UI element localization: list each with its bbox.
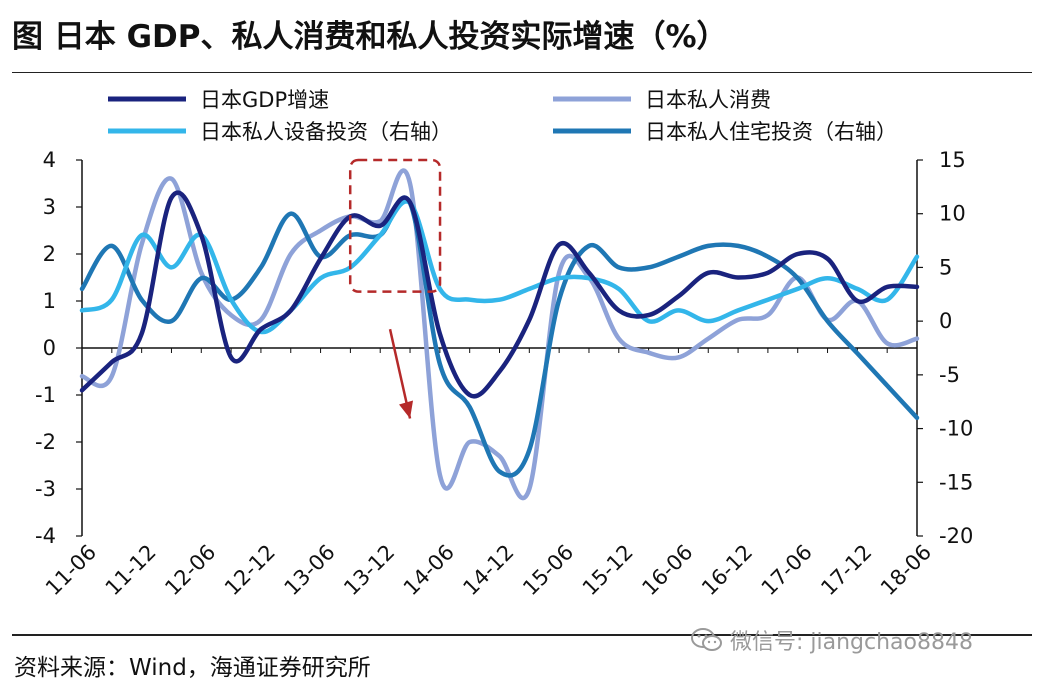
right-tick-label: -20 xyxy=(939,524,973,548)
left-tick-label: 0 xyxy=(43,336,56,360)
legend-label-1: 日本私人消费 xyxy=(645,88,771,112)
x-tick-label: 16-06 xyxy=(637,540,697,600)
x-tick-label: 12-06 xyxy=(160,540,220,600)
x-tick-label: 16-12 xyxy=(697,540,757,600)
x-tick-label: 14-06 xyxy=(399,540,459,600)
x-tick-label: 11-06 xyxy=(41,540,101,600)
right-tick-label: -5 xyxy=(939,363,960,387)
left-tick-label: 1 xyxy=(43,289,56,313)
chart-series xyxy=(79,168,920,501)
watermark-text: 微信号: jiangchao8848 xyxy=(730,630,973,655)
right-tick-label: 0 xyxy=(939,309,952,333)
left-tick-label: -2 xyxy=(35,430,56,454)
x-tick-label: 14-12 xyxy=(458,540,518,600)
source-divider xyxy=(12,634,1032,636)
series-line-0 xyxy=(79,190,920,399)
watermark: 微信号: jiangchao8848 xyxy=(690,622,973,658)
left-tick-label: 3 xyxy=(43,195,56,219)
left-tick-label: -4 xyxy=(35,524,56,548)
right-tick-label: 15 xyxy=(939,148,966,172)
x-tick-label: 17-06 xyxy=(757,540,817,600)
x-tick-label: 13-12 xyxy=(339,540,399,600)
x-tick-label: 12-12 xyxy=(220,540,280,600)
right-tick-label: -15 xyxy=(939,470,973,494)
series-line-2 xyxy=(79,199,920,335)
legend-label-0: 日本GDP增速 xyxy=(200,88,329,112)
page-title: 图 日本 GDP、私人消费和私人投资实际增速（%） xyxy=(12,19,728,55)
left-tick-label: 4 xyxy=(43,148,56,172)
left-tick-label: 2 xyxy=(43,242,56,266)
chart-annotations xyxy=(348,158,442,419)
x-tick-label: 15-12 xyxy=(578,540,638,600)
x-tick-label: 17-12 xyxy=(816,540,876,600)
title-divider xyxy=(12,72,1032,73)
wechat-icon xyxy=(691,628,722,651)
right-tick-label: 5 xyxy=(939,255,952,279)
left-tick-label: -3 xyxy=(35,477,56,501)
x-tick-label: 15-06 xyxy=(518,540,578,600)
x-tick-label: 13-06 xyxy=(280,540,340,600)
right-tick-label: 10 xyxy=(939,202,966,226)
source-note: 资料来源：Wind，海通证券研究所 xyxy=(14,655,371,681)
legend-label-2: 日本私人设备投资（右轴） xyxy=(200,120,452,144)
left-tick-label: -1 xyxy=(35,383,56,407)
down-arrow-head xyxy=(399,400,414,419)
right-tick-label: -10 xyxy=(939,417,973,441)
highlight-box xyxy=(348,158,442,293)
series-line-1 xyxy=(79,168,920,501)
legend-label-3: 日本私人住宅投资（右轴） xyxy=(645,120,897,144)
x-tick-label: 11-12 xyxy=(101,540,161,600)
x-tick-label: 18-06 xyxy=(876,540,936,600)
